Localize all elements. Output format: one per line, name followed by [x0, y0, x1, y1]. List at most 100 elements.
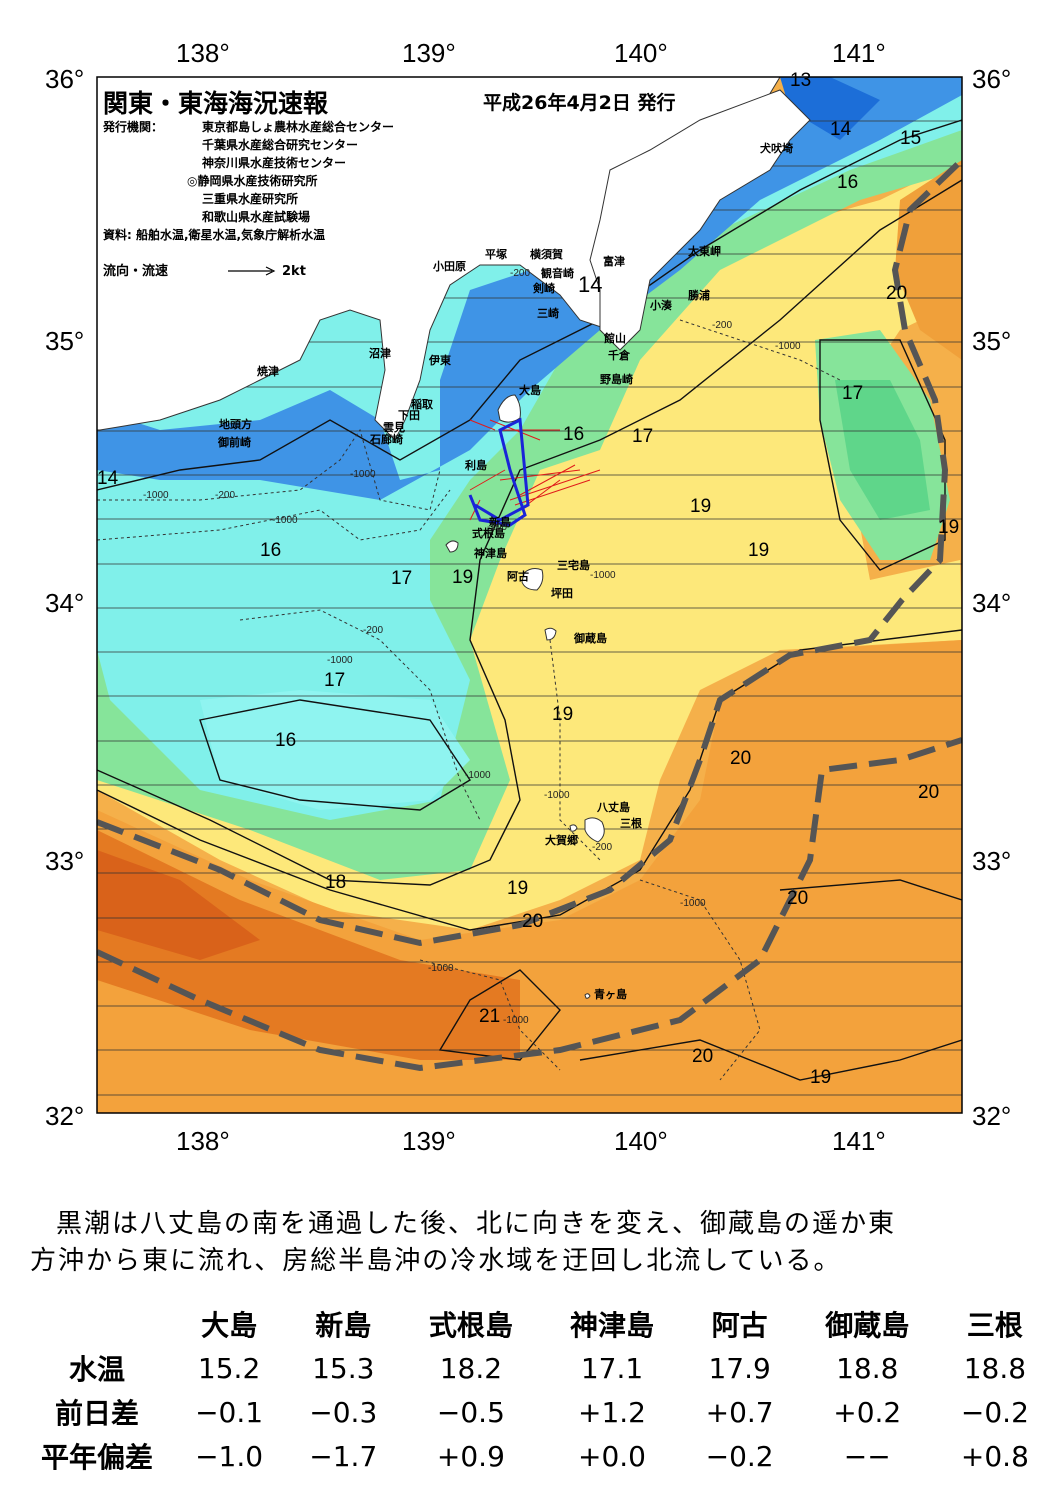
place-aogashima: 青ヶ島 [594, 988, 627, 1001]
lon-top-140: 140° [614, 38, 668, 68]
place-yaizu: 焼津 [257, 365, 279, 378]
column-header: 三根 [966, 1309, 1023, 1342]
depth-label: -200 [592, 842, 613, 853]
table-cell: +0.7 [705, 1395, 774, 1429]
summary-line-2: 方沖から東に流れ、房総半島沖の冷水域を迂回し北流している。 [30, 1246, 842, 1276]
lon-top-141: 141° [832, 38, 886, 68]
isotherm-label: 19 [690, 496, 712, 517]
issuer-label: 発行機関： [103, 120, 164, 134]
isotherm-label: 20 [886, 283, 908, 304]
sea-temperature-map: 138° 139° 140° 141° 138° 139° 140° 141° … [45, 38, 1011, 1156]
map-title: 関東・東海海況速報 [103, 89, 329, 118]
place-kumomi: 雲見 [383, 421, 405, 434]
temperature-table: 大島 新島 式根島 神津島 阿古 御蔵島 三根 水温 15.2 15.3 18.… [22, 1302, 1052, 1478]
summary-text: 黒潮は八丈島の南を通過した後、北に向きを変え、御蔵島の遥か東 方沖から東に流れ、… [30, 1206, 1040, 1280]
isotherm-label: 20 [522, 911, 544, 932]
ship-track [468, 417, 530, 527]
place-shimoda: 下田 [398, 409, 420, 422]
lat-left-32: 32° [45, 1101, 84, 1131]
map-frame [96, 76, 963, 1114]
isotherm-label: 19 [748, 540, 770, 561]
table-cell: −0.5 [436, 1395, 505, 1429]
isotherm-label: 14 [578, 272, 603, 297]
place-mitsune: 三根 [620, 817, 642, 830]
isotherm-label: 19 [810, 1067, 832, 1088]
place-numazu: 沼津 [369, 347, 391, 360]
kuroshio-axis [97, 157, 962, 1072]
depth-label: -1000 [680, 898, 706, 909]
place-okago: 大賀郷 [545, 834, 578, 847]
depth-label: -200 [215, 490, 236, 501]
place-hachijojima: 八丈島 [597, 801, 630, 814]
place-niijima: 新島 [489, 516, 511, 529]
column-header: 阿古 [711, 1309, 768, 1342]
isotherm-label: 20 [730, 748, 752, 769]
place-futtsu: 富津 [603, 255, 625, 268]
lon-bottom-138: 138° [176, 1126, 230, 1156]
land [97, 77, 811, 999]
table-cell: −0.2 [705, 1439, 774, 1473]
place-yokosuka: 横須賀 [530, 248, 563, 261]
isotherm-label: 17 [391, 568, 413, 589]
table-row: 前日差 −0.1 −0.3 −0.5 +1.2 +0.7 +0.2 −0.2 [22, 1390, 1052, 1434]
issuer-2: 千葉県水産総合研究センター [202, 138, 359, 152]
table-cell: 15.3 [312, 1351, 375, 1385]
lat-right-32: 32° [972, 1101, 1011, 1131]
table-cell: +0.8 [960, 1439, 1029, 1473]
table-cell: −0.2 [960, 1395, 1029, 1429]
lon-bottom-140: 140° [614, 1126, 668, 1156]
isotherm-label: 14 [97, 468, 119, 489]
issuer-4: ◎静岡県水産技術研究所 [187, 174, 318, 188]
column-header: 大島 [201, 1309, 258, 1342]
lat-left-36: 36° [45, 64, 84, 94]
table-header-row: 大島 新島 式根島 神津島 阿古 御蔵島 三根 [22, 1302, 1052, 1346]
issuer-6: 和歌山県水産試験場 [202, 210, 311, 224]
lon-bottom-139: 139° [402, 1126, 456, 1156]
place-irozaki: 石廊崎 [370, 433, 403, 446]
column-header: 神津島 [569, 1309, 654, 1342]
isotherm-label: 16 [260, 540, 282, 561]
place-toshima: 利島 [465, 459, 487, 472]
isotherm-label: 15 [900, 128, 922, 149]
flow-scale-label: 2kt [282, 264, 306, 279]
place-misaki: 三崎 [537, 307, 559, 320]
flow-legend-label: 流向・流速 [103, 264, 169, 279]
table-cell: 18.8 [963, 1351, 1027, 1385]
isotherm-label: 20 [918, 782, 940, 803]
lat-left-34: 34° [45, 588, 84, 618]
place-taito: 太東岬 [688, 245, 721, 258]
place-tsubota: 坪田 [551, 587, 573, 600]
issuer-3: 神奈川県水産技術センター [202, 156, 347, 170]
depth-label: -1000 [143, 490, 169, 501]
column-header: 式根島 [428, 1309, 513, 1342]
row-label: 平年偏差 [40, 1441, 153, 1474]
depth-label: -1000 [465, 770, 491, 781]
depth-label: -200 [510, 268, 531, 279]
isotherm-label: 17 [632, 426, 654, 447]
place-chikura: 千倉 [608, 349, 630, 362]
column-header: 御蔵島 [825, 1309, 910, 1342]
lat-right-36: 36° [972, 64, 1011, 94]
place-jitokata: 地頭方 [219, 418, 252, 431]
row-label: 前日差 [54, 1397, 139, 1430]
isotherm-label: 17 [842, 383, 864, 404]
summary-line-1: 黒潮は八丈島の南を通過した後、北に向きを変え、御蔵島の遥か東 [56, 1209, 897, 1239]
table-cell: +0.2 [833, 1395, 902, 1429]
lat-right-34: 34° [972, 588, 1011, 618]
isotherm-label: 16 [837, 172, 859, 193]
isotherm-label: 14 [830, 119, 852, 140]
isotherm-label: 18 [325, 872, 347, 893]
table-row: 水温 15.2 15.3 18.2 17.1 17.9 18.8 18.8 [22, 1346, 1052, 1390]
isotherm-label: 19 [938, 517, 960, 538]
place-katsuura: 勝浦 [688, 289, 710, 302]
current-vectors [469, 419, 601, 521]
depth-label: -1000 [590, 570, 616, 581]
table-cell: +1.2 [577, 1395, 646, 1429]
depth-label: -1000 [272, 515, 298, 526]
isotherm-label: 21 [479, 1006, 501, 1027]
place-kannonzaki: 観音崎 [541, 267, 574, 280]
issue-date: 平成26年4月2日 発行 [483, 92, 676, 114]
isotherm-label: 19 [452, 567, 474, 588]
lat-left-33: 33° [45, 846, 84, 876]
table-cell: 17.9 [708, 1351, 771, 1385]
